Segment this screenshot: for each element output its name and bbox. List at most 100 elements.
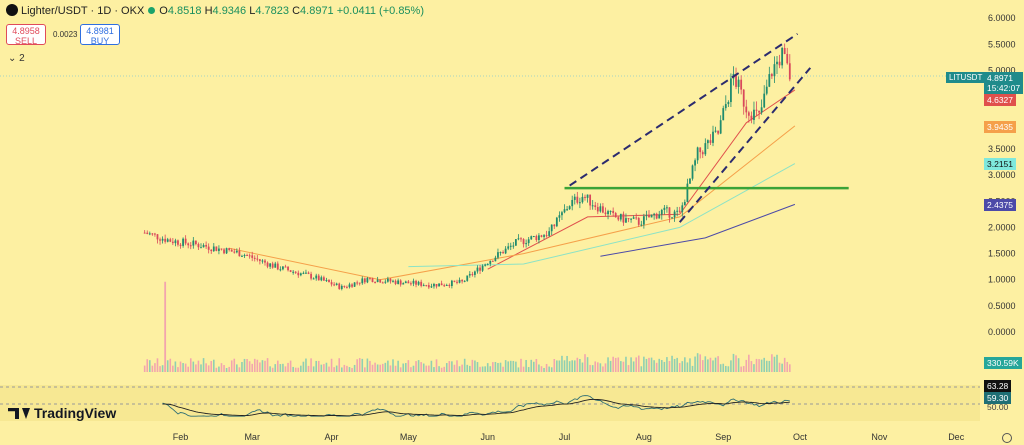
volume-bar-19 bbox=[192, 361, 195, 372]
candle-202 bbox=[660, 208, 663, 220]
volume-bar-28 bbox=[215, 367, 218, 372]
candle-71 bbox=[325, 277, 328, 283]
volume-bar-56 bbox=[287, 362, 289, 372]
volume-bar-122 bbox=[456, 360, 458, 372]
volume-bar-94 bbox=[384, 362, 387, 372]
candle-75 bbox=[335, 282, 338, 286]
volume-bar-20 bbox=[195, 364, 197, 372]
chart-header: Lighter/USDT · 1D · OKX O4.8518 H4.9346 L… bbox=[6, 4, 424, 17]
candle-231 bbox=[735, 67, 737, 90]
change-value: +0.0411 (+0.85%) bbox=[336, 5, 424, 17]
candle-65 bbox=[310, 271, 312, 281]
candle-100 bbox=[399, 279, 402, 287]
candle-170 bbox=[578, 197, 581, 209]
time-tick-0: Feb bbox=[173, 432, 189, 442]
candle-223 bbox=[714, 126, 717, 133]
indicator-toggle[interactable]: ⌄ 2 bbox=[8, 53, 25, 64]
channel-upper-line[interactable] bbox=[569, 33, 799, 187]
candle-240 bbox=[758, 110, 760, 120]
candle-63 bbox=[305, 269, 307, 275]
candle-171 bbox=[581, 193, 584, 204]
candle-168 bbox=[573, 193, 576, 205]
candle-36 bbox=[235, 248, 238, 254]
volume-bar-239 bbox=[755, 358, 758, 372]
ma-mid-line bbox=[229, 125, 796, 281]
candle-251 bbox=[786, 47, 789, 65]
buy-button[interactable]: 4.8981 BUY bbox=[80, 24, 120, 46]
volume-bar-149 bbox=[525, 359, 527, 372]
candle-117 bbox=[443, 283, 446, 288]
candle-169 bbox=[576, 191, 579, 205]
volume-bar-97 bbox=[392, 359, 394, 372]
volume-bar-156 bbox=[543, 367, 545, 372]
candle-172 bbox=[584, 194, 586, 201]
candle-249 bbox=[781, 46, 784, 69]
candle-81 bbox=[351, 283, 353, 288]
candle-211 bbox=[683, 199, 686, 206]
candle-138 bbox=[497, 248, 499, 260]
candle-241 bbox=[760, 99, 763, 115]
candle-213 bbox=[689, 178, 691, 185]
market-open-icon bbox=[148, 7, 156, 14]
rsi-tag: 63.28 bbox=[984, 380, 1012, 392]
candle-217 bbox=[699, 147, 702, 159]
candle-179 bbox=[602, 203, 604, 214]
rsi-pane bbox=[0, 385, 980, 421]
candles bbox=[143, 43, 791, 291]
volume-bar-73 bbox=[330, 358, 333, 372]
volume-bar-157 bbox=[545, 363, 548, 372]
candle-33 bbox=[228, 247, 231, 252]
volume-bar-133 bbox=[484, 366, 486, 372]
sell-label: SELL bbox=[14, 36, 38, 46]
candle-20 bbox=[194, 240, 197, 246]
chart-title[interactable]: Lighter/USDT · 1D · OKX bbox=[21, 5, 145, 17]
candle-78 bbox=[343, 285, 346, 289]
volume-bar-32 bbox=[225, 367, 228, 372]
sell-button[interactable]: 4.8958 SELL bbox=[6, 24, 46, 46]
candle-133 bbox=[484, 263, 487, 267]
volume-bar-104 bbox=[410, 367, 412, 372]
candle-111 bbox=[427, 282, 430, 290]
volume-bar-62 bbox=[302, 361, 305, 372]
volume-bar-186 bbox=[620, 361, 622, 372]
candle-139 bbox=[499, 251, 502, 256]
candle-232 bbox=[737, 76, 740, 94]
candle-166 bbox=[568, 205, 571, 210]
candle-212 bbox=[686, 178, 689, 203]
time-tick-8: Oct bbox=[793, 432, 808, 442]
channel-lower-line[interactable] bbox=[678, 67, 812, 223]
volume-bar-177 bbox=[597, 362, 599, 372]
candle-125 bbox=[463, 280, 466, 283]
candle-114 bbox=[435, 283, 438, 289]
ma-long-tag: 2.4375 bbox=[984, 199, 1016, 211]
candle-6 bbox=[159, 237, 161, 245]
candle-178 bbox=[599, 203, 602, 213]
candle-119 bbox=[448, 283, 451, 288]
volume-bar-249 bbox=[781, 363, 783, 372]
tradingview-logo[interactable]: TradingView bbox=[8, 405, 116, 421]
volume-bar-43 bbox=[253, 358, 256, 372]
candle-37 bbox=[238, 247, 241, 257]
volume-bar-61 bbox=[300, 365, 302, 372]
volume-bar-85 bbox=[361, 358, 364, 372]
candle-224 bbox=[717, 130, 720, 135]
volume-bar-209 bbox=[678, 363, 681, 372]
candle-29 bbox=[218, 245, 220, 255]
candle-142 bbox=[507, 242, 510, 251]
candle-58 bbox=[292, 270, 295, 275]
volume-bar-159 bbox=[550, 367, 553, 372]
candle-193 bbox=[637, 216, 640, 227]
candle-45 bbox=[258, 258, 261, 265]
settings-icon[interactable] bbox=[1002, 433, 1012, 443]
candle-19 bbox=[192, 237, 195, 249]
candle-233 bbox=[740, 75, 743, 95]
drawings bbox=[564, 33, 849, 223]
price-tick-2: 5.0000 bbox=[988, 66, 1016, 76]
candle-30 bbox=[220, 248, 223, 251]
candle-160 bbox=[553, 224, 556, 229]
candle-22 bbox=[200, 243, 202, 249]
volume-bar-67 bbox=[315, 360, 317, 372]
volume-bar-103 bbox=[407, 360, 410, 372]
volume-bar-108 bbox=[420, 362, 422, 372]
